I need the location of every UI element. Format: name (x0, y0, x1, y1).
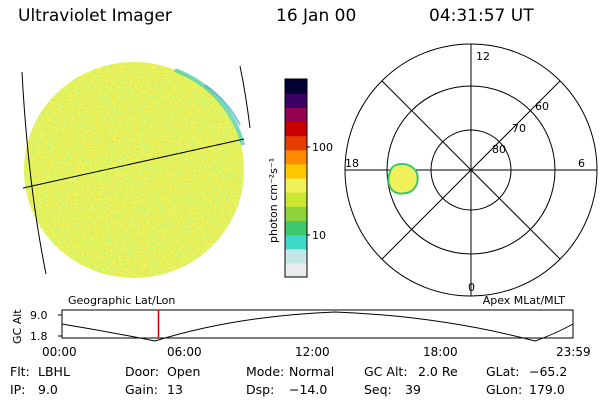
gc-alt-label: GC Alt: (364, 364, 408, 379)
dsp-label: Dsp: (246, 382, 275, 397)
y-tick-1-8: 1.8 (30, 330, 48, 343)
gc-alt-axis-title: GC Alt (11, 309, 24, 344)
x-tick-0600: 06:00 (167, 345, 202, 359)
gain-label: Gain: (125, 382, 158, 397)
geographic-title: Geographic Lat/Lon (68, 294, 175, 307)
color-scale-segment (285, 248, 307, 264)
color-scale-segment (285, 262, 307, 278)
mode-label: Mode: (246, 364, 285, 379)
mlt-label-12: 12 (476, 50, 490, 63)
color-scale-frame (284, 78, 308, 278)
colorbar-label-10: 10 (312, 229, 326, 242)
altitude-panel: Geographic Lat/Lon Apex MLat/MLT GC Alt … (11, 294, 574, 344)
filter-label: Flt: (10, 364, 30, 379)
mode-value: Normal (289, 364, 335, 379)
geographic-gridline (22, 138, 245, 189)
seq-value: 39 (405, 382, 421, 397)
gain-value: 13 (167, 382, 183, 397)
gc-alt-value: 2.0 Re (418, 364, 458, 379)
lat-label-70: 70 (512, 122, 526, 135)
main-graphics: 100 10 photon cm⁻²s⁻¹ 12 18 6 0 60 70 80 (21, 43, 598, 297)
color-scale-segment (285, 192, 307, 207)
altitude-curve (61, 311, 574, 342)
color-scale-segment (285, 163, 307, 179)
color-scale-segment (285, 135, 307, 151)
x-tick-1200: 12:00 (295, 345, 330, 359)
dsp-value: −14.0 (289, 382, 328, 397)
auroral-emission-spot (387, 162, 419, 195)
color-scale-segment (285, 178, 307, 193)
x-tick-1800: 18:00 (423, 345, 458, 359)
color-scale-bar (285, 79, 307, 278)
limb-arc-right (239, 65, 251, 129)
door-label: Door: (125, 364, 160, 379)
lat-label-60: 60 (535, 100, 549, 113)
instrument-title: Ultraviolet Imager (18, 6, 172, 26)
ip-label: IP: (10, 382, 26, 397)
glon-value: 179.0 (529, 382, 565, 397)
glon-label: GLon: (486, 382, 523, 397)
color-scale-segment (285, 79, 307, 94)
filter-value: LBHL (38, 364, 70, 379)
glat-value: −65.2 (529, 364, 568, 379)
colorbar-label-100: 100 (312, 141, 333, 154)
x-tick-2359: 23:59 (556, 345, 591, 359)
glat-label: GLat: (486, 364, 520, 379)
color-scale-segment (285, 234, 307, 250)
color-scale-segment (285, 206, 307, 222)
altitude-plot-frame (61, 309, 574, 339)
time-label: 04:31:57 UT (429, 6, 534, 26)
color-scale-segment (285, 220, 307, 236)
mlt-label-0: 0 (468, 281, 475, 294)
earth-disk-image (24, 62, 245, 278)
color-scale-segment (285, 121, 307, 137)
ip-value: 9.0 (38, 382, 58, 397)
y-tick-9: 9.0 (30, 309, 48, 322)
limb-arc-left (21, 71, 47, 275)
polar-mlt-plot (344, 43, 598, 297)
door-value: Open (167, 364, 201, 379)
mlt-label-6: 6 (578, 157, 585, 170)
seq-label: Seq: (364, 382, 392, 397)
apex-title: Apex MLat/MLT (483, 294, 566, 307)
color-scale-segment (285, 93, 307, 108)
x-tick-0000: 00:00 (42, 345, 77, 359)
mlt-label-18: 18 (345, 157, 359, 170)
color-scale-segment (285, 107, 307, 123)
lat-label-80: 80 (492, 143, 506, 156)
date-label: 16 Jan 00 (276, 6, 357, 26)
colorbar-unit-label: photon cm⁻²s⁻¹ (267, 158, 280, 243)
color-scale-segment (285, 149, 307, 165)
